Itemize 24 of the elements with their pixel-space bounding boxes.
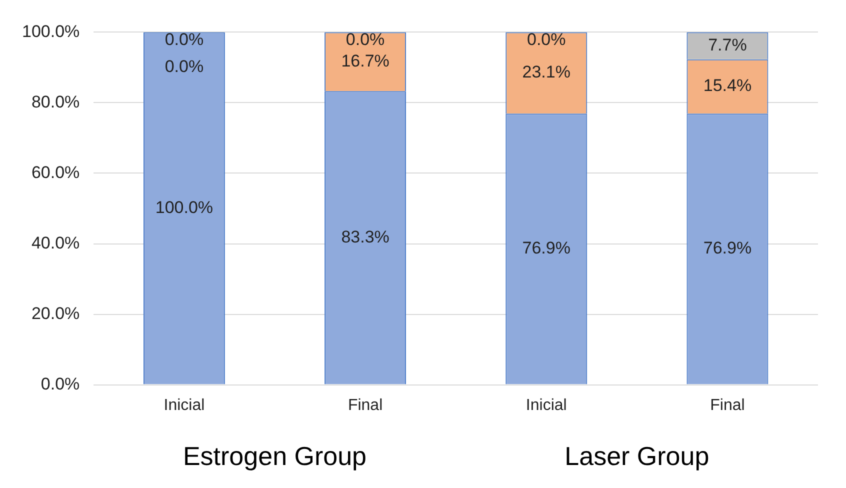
data-label: 0.0% xyxy=(526,30,566,49)
y-tick-label: 60.0% xyxy=(31,162,80,182)
data-label: 0.0% xyxy=(346,30,385,49)
data-label: 100.0% xyxy=(155,198,214,217)
data-label: 16.7% xyxy=(341,51,390,70)
x-tick-label: Inicial xyxy=(526,396,567,414)
data-label: 76.9% xyxy=(522,238,570,258)
y-tick-label: 80.0% xyxy=(31,92,80,112)
text: Laser Group xyxy=(564,441,710,472)
data-label: 0.0% xyxy=(164,56,204,76)
data-label: 76.9% xyxy=(703,238,752,258)
data-label: 15.4% xyxy=(703,76,752,96)
data-label: 83.3% xyxy=(341,227,390,246)
y-tick-label: 0.0% xyxy=(40,374,80,394)
y-tick-label: 40.0% xyxy=(31,233,80,252)
x-tick-label: Final xyxy=(710,396,745,414)
x-tick-label: Inicial xyxy=(164,396,205,414)
y-tick-label: 100.0% xyxy=(22,22,80,41)
text: Estrogen Group xyxy=(182,441,367,472)
y-tick-label: 20.0% xyxy=(31,304,80,323)
data-label: 0.0% xyxy=(164,30,204,49)
data-label: 23.1% xyxy=(522,62,570,82)
data-label: 7.7% xyxy=(708,35,747,54)
x-tick-label: Final xyxy=(348,396,383,414)
